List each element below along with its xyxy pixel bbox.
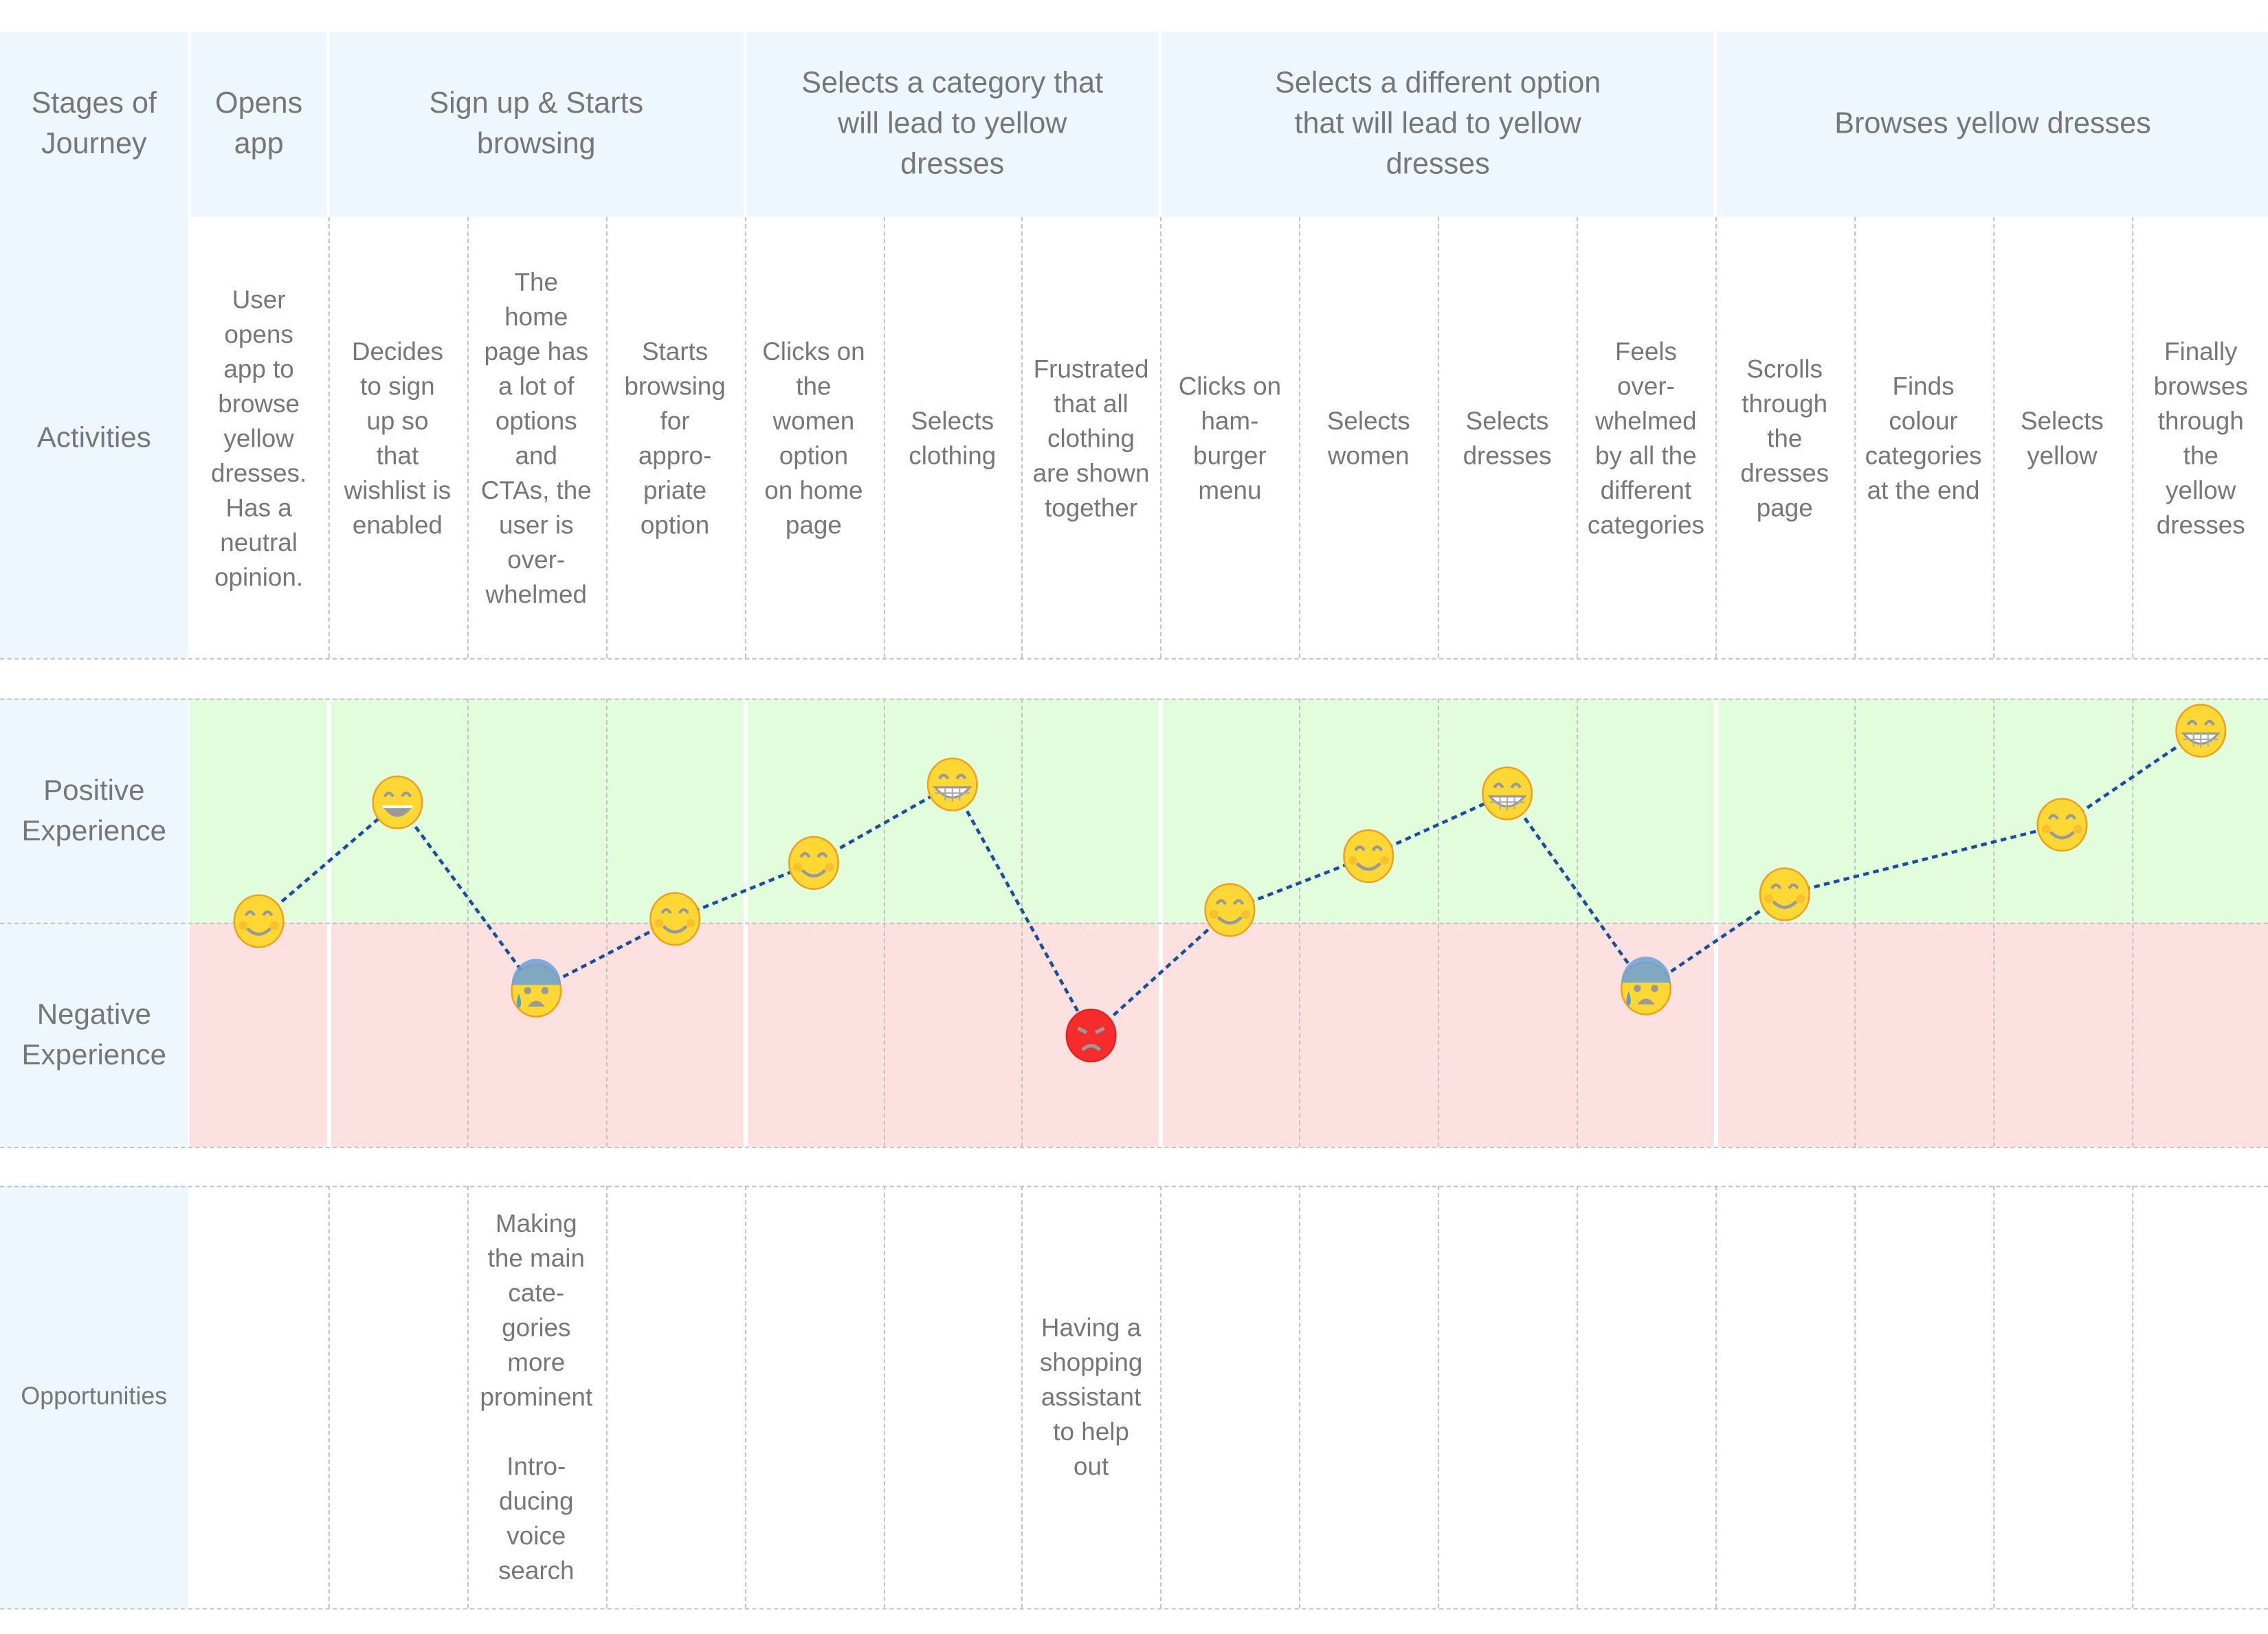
column-divider (328, 1185, 330, 1609)
column-divider (605, 216, 608, 658)
column-divider (1854, 1185, 1856, 1609)
activity-cell: Clicks on ham- burger menu (1178, 370, 1282, 504)
emotion-line-segment (1784, 823, 2063, 896)
emotion-line-segment (258, 801, 399, 923)
opportunity-cell: Making the main cate- gories more promin… (480, 1209, 593, 1585)
activities-row-label: Activities (0, 216, 188, 658)
stage-header: Opens app (190, 32, 327, 217)
column-divider (1299, 216, 1301, 658)
smiling-face-icon (1343, 829, 1394, 884)
activity-cell: Frustrated that all clothing are shown t… (1032, 353, 1150, 522)
stages-row-label: Stages of Journey (0, 32, 188, 217)
stage-header: Selects a different option that will lea… (1161, 32, 1714, 217)
emotion-line-segment (1090, 908, 1231, 1037)
smiling-face-icon (2036, 798, 2088, 852)
activity-cell: Selects clothing (909, 405, 997, 469)
stage-header: Selects a category that will lead to yel… (746, 32, 1159, 217)
beaming-face-icon (926, 757, 978, 812)
angry-face-icon (1065, 1008, 1117, 1063)
column-divider (467, 1185, 469, 1609)
smiling-face-icon (233, 894, 285, 948)
column-divider (1854, 216, 1856, 658)
activity-cell: Selects women (1326, 405, 1410, 469)
activity-cell: The home page has a lot of options and C… (480, 267, 592, 608)
emotion-line-segment (2061, 729, 2202, 827)
row-divider (0, 1146, 2268, 1149)
anxious-face-icon (1620, 956, 1671, 1016)
column-divider (744, 1185, 746, 1609)
activity-cell: Finally browses through the yellow dress… (2153, 336, 2248, 539)
row-divider (0, 922, 2268, 924)
stage-header: Sign up & Starts browsing (329, 32, 743, 217)
opportunities-row-label: Opportunities (0, 1185, 188, 1609)
emotion-line-segment (1506, 792, 1647, 989)
column-divider (1021, 1185, 1023, 1609)
column-divider (1021, 216, 1023, 658)
row-divider (0, 698, 2268, 700)
anxious-face-icon (511, 959, 562, 1018)
activity-cell: Starts browsing for appro- priate option (624, 336, 726, 539)
activity-cell: Decides to sign up so that wishlist is e… (344, 336, 452, 539)
activity-cell: User opens app to browse yellow dresses.… (211, 284, 307, 591)
column-divider (1992, 1185, 1994, 1609)
column-divider (1992, 216, 1994, 658)
column-divider (1299, 1185, 1301, 1609)
column-divider (2131, 216, 2133, 658)
smiling-face-icon (1204, 883, 1256, 937)
beaming-face-icon (1482, 766, 1533, 820)
activity-cell: Selects yellow (2020, 405, 2104, 469)
activity-cell: Scrolls through the dresses page (1740, 353, 1830, 522)
beaming-face-icon (2175, 704, 2227, 758)
row-divider (0, 658, 2268, 660)
column-divider (1438, 1185, 1440, 1609)
column-divider (1160, 216, 1162, 658)
emotion-line-segment (812, 783, 953, 864)
column-divider (605, 1185, 608, 1609)
column-divider (882, 1185, 885, 1609)
column-divider (1160, 1185, 1162, 1609)
emotion-line-segment (1645, 893, 1786, 990)
column-divider (1577, 216, 1579, 658)
grinning-face-icon (372, 775, 423, 829)
activity-cell: Selects dresses (1463, 405, 1552, 469)
smiling-face-icon (788, 836, 839, 890)
negative-row-label: Negative Experience (0, 922, 188, 1147)
column-divider (1715, 1185, 1717, 1609)
activity-cell: Feels over- whelmed by all the different… (1587, 336, 1704, 539)
stage-header: Browses yellow dresses (1716, 32, 2268, 217)
opportunity-cell: Having a shopping assistant to help out (1039, 1312, 1143, 1481)
row-divider (0, 1608, 2268, 1610)
emotion-line-segment (950, 783, 1093, 1037)
column-divider (1577, 1185, 1579, 1609)
column-divider (328, 216, 330, 658)
column-divider (744, 216, 746, 658)
column-divider (1438, 216, 1440, 658)
activity-cell: Clicks on the women option on home page (762, 336, 865, 539)
activity-cell: Finds colour categories at the end (1865, 370, 1982, 504)
column-divider (2131, 1185, 2133, 1609)
column-divider (467, 216, 469, 658)
smiling-face-icon (649, 892, 701, 946)
column-divider (882, 216, 885, 658)
positive-row-label: Positive Experience (0, 698, 188, 923)
emotion-line-segment (396, 801, 538, 992)
row-divider (0, 1185, 2268, 1187)
smiling-face-icon (1759, 867, 1810, 921)
column-divider (1715, 216, 1717, 658)
